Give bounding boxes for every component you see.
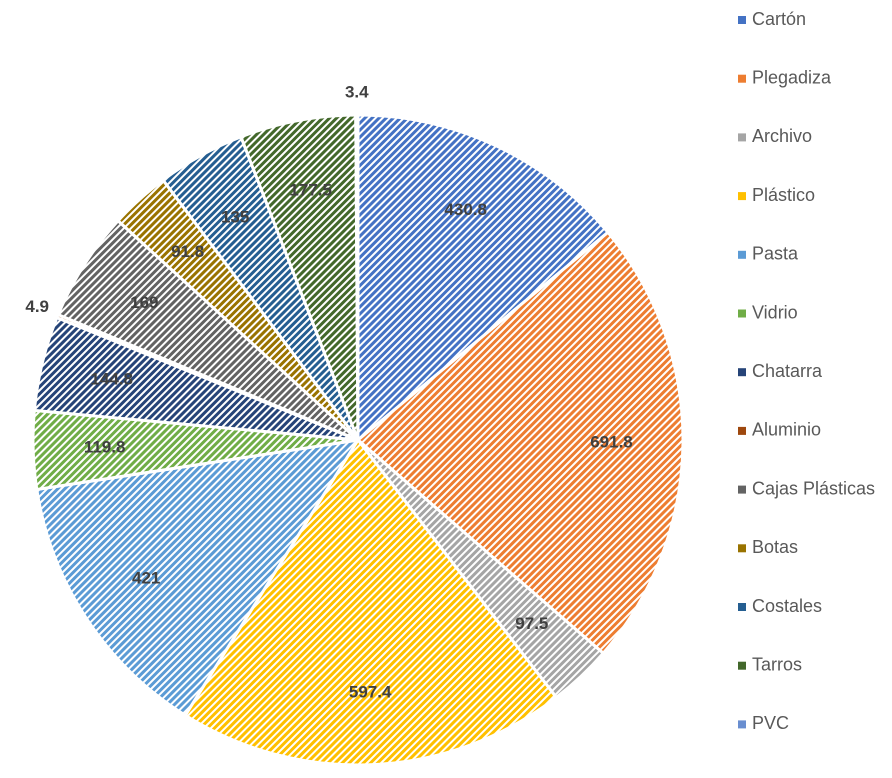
legend-label: Plegadiza bbox=[752, 67, 832, 87]
legend-swatch bbox=[738, 74, 746, 83]
legend-swatch bbox=[738, 720, 746, 729]
data-label: 3.4 bbox=[345, 82, 369, 101]
legend-label: Pasta bbox=[752, 244, 799, 264]
legend-label: Aluminio bbox=[752, 420, 821, 440]
legend-label: Chatarra bbox=[752, 361, 823, 381]
legend-swatch bbox=[738, 368, 746, 377]
data-label: 91.8 bbox=[171, 242, 204, 261]
legend-swatch bbox=[738, 16, 746, 24]
data-label: 597.4 bbox=[349, 683, 392, 702]
data-label: 119.8 bbox=[84, 437, 126, 456]
legend-label: Cartón bbox=[752, 9, 806, 29]
legend-label: Tarros bbox=[752, 654, 802, 674]
legend-swatch bbox=[738, 250, 746, 259]
pie-slice bbox=[356, 113, 611, 444]
legend-swatch bbox=[738, 485, 746, 494]
legend-label: Botas bbox=[752, 537, 798, 557]
legend-label: Vidrio bbox=[752, 302, 798, 322]
legend-swatch bbox=[738, 133, 746, 142]
legend-label: Archivo bbox=[752, 126, 812, 146]
legend-swatch bbox=[738, 426, 746, 435]
data-label: 144.8 bbox=[90, 370, 133, 389]
legend-swatch bbox=[738, 544, 746, 553]
data-label: 177.5 bbox=[289, 180, 332, 199]
pie-slice bbox=[183, 437, 559, 767]
data-label: 430.8 bbox=[444, 200, 487, 219]
data-label: 169 bbox=[130, 293, 158, 312]
pie-slice bbox=[354, 113, 360, 441]
legend-swatch bbox=[738, 192, 746, 201]
data-label: 97.5 bbox=[515, 614, 548, 633]
data-label: 421 bbox=[132, 569, 160, 588]
data-label: 135 bbox=[221, 208, 249, 227]
legend-label: Cajas Plásticas bbox=[752, 478, 875, 498]
data-label: 4.9 bbox=[25, 297, 49, 316]
pie-slice bbox=[35, 438, 362, 718]
legend-swatch bbox=[738, 309, 746, 318]
legend-swatch bbox=[738, 603, 746, 611]
legend-swatch bbox=[738, 661, 746, 670]
legend-label: PVC bbox=[752, 713, 789, 733]
legend-label: Costales bbox=[752, 596, 822, 616]
data-label: 691.8 bbox=[590, 432, 633, 451]
legend-label: Plástico bbox=[752, 185, 815, 205]
pie-slice bbox=[355, 230, 685, 656]
